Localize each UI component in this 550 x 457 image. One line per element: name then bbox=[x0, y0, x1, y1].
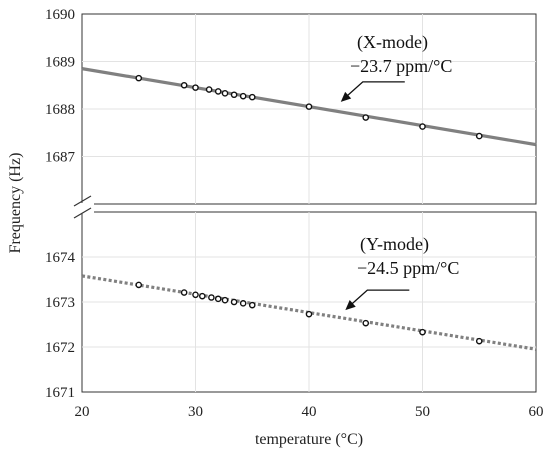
upper-annotation-arrow-head bbox=[340, 91, 352, 102]
x-tick-label: 20 bbox=[75, 404, 90, 420]
x-mode-slope-label: −23.7 ppm/°C bbox=[350, 56, 452, 76]
lower-data-point bbox=[239, 300, 247, 307]
lower-annotation-arrow-line bbox=[347, 289, 410, 308]
upper-data-point bbox=[221, 90, 229, 97]
lower-annotation-arrow-head bbox=[345, 300, 356, 311]
annotation-arrows bbox=[340, 81, 410, 311]
upper-y-tick-label: 1690 bbox=[45, 7, 75, 23]
upper-data-point bbox=[135, 74, 143, 82]
lower-data-point bbox=[221, 296, 229, 304]
y-mode-label: (Y-mode) bbox=[360, 234, 429, 255]
lower-data-point bbox=[208, 294, 215, 301]
upper-grid bbox=[82, 14, 536, 204]
x-axis-label: temperature (°C) bbox=[255, 431, 363, 448]
lower-data-point bbox=[362, 319, 370, 327]
upper-data-point bbox=[192, 84, 199, 91]
upper-data-point bbox=[205, 86, 213, 93]
axis-break-mark-bottom bbox=[73, 207, 92, 219]
upper-data-point bbox=[230, 91, 238, 99]
upper-data-point bbox=[475, 132, 483, 140]
x-tick-label: 60 bbox=[529, 404, 544, 420]
x-mode-label: (X-mode) bbox=[357, 32, 428, 53]
lower-fit-line bbox=[81, 274, 537, 351]
lower-y-tick-label: 1671 bbox=[45, 385, 75, 401]
lower-data-point bbox=[230, 298, 238, 306]
lower-data-point bbox=[192, 291, 199, 299]
lower-data-point bbox=[135, 281, 143, 289]
x-tick-label: 50 bbox=[415, 404, 430, 420]
upper-series bbox=[81, 67, 537, 147]
lower-y-tick-label: 1673 bbox=[45, 295, 75, 311]
upper-y-tick-label: 1687 bbox=[45, 150, 76, 166]
lower-y-tick-label: 1674 bbox=[45, 250, 76, 266]
lower-data-point bbox=[199, 292, 206, 300]
lower-data-point bbox=[475, 337, 483, 345]
lower-data-point bbox=[248, 301, 256, 309]
upper-data-point bbox=[239, 92, 247, 100]
axis-break-mark-top bbox=[73, 195, 92, 207]
lower-data-point bbox=[180, 289, 188, 296]
lower-data-point bbox=[214, 295, 222, 303]
upper-data-point bbox=[362, 114, 370, 121]
lower-y-tick-label: 1672 bbox=[45, 340, 75, 356]
upper-data-point bbox=[214, 88, 222, 95]
upper-y-tick-label: 1689 bbox=[45, 55, 75, 71]
upper-data-point bbox=[305, 103, 313, 110]
lower-data-point bbox=[419, 328, 426, 336]
lower-series bbox=[81, 274, 537, 351]
upper-data-point bbox=[419, 123, 426, 130]
upper-data-point bbox=[248, 93, 256, 101]
axis-break-marks bbox=[73, 195, 94, 219]
upper-annotation-arrow-line bbox=[343, 81, 405, 100]
x-tick-label: 30 bbox=[188, 404, 203, 420]
x-tick-label: 40 bbox=[302, 404, 317, 420]
y-mode-slope-label: −24.5 ppm/°C bbox=[357, 258, 459, 278]
lower-grid bbox=[82, 212, 536, 392]
y-axis-label: Frequency (Hz) bbox=[7, 153, 24, 254]
upper-y-tick-label: 1688 bbox=[45, 102, 75, 118]
lower-data-point bbox=[305, 310, 313, 318]
upper-data-point bbox=[180, 81, 188, 89]
tick-labels: 1687 1688 1689 1690 1671 1672 1673 1674 20 30 40 50… bbox=[45, 7, 544, 420]
